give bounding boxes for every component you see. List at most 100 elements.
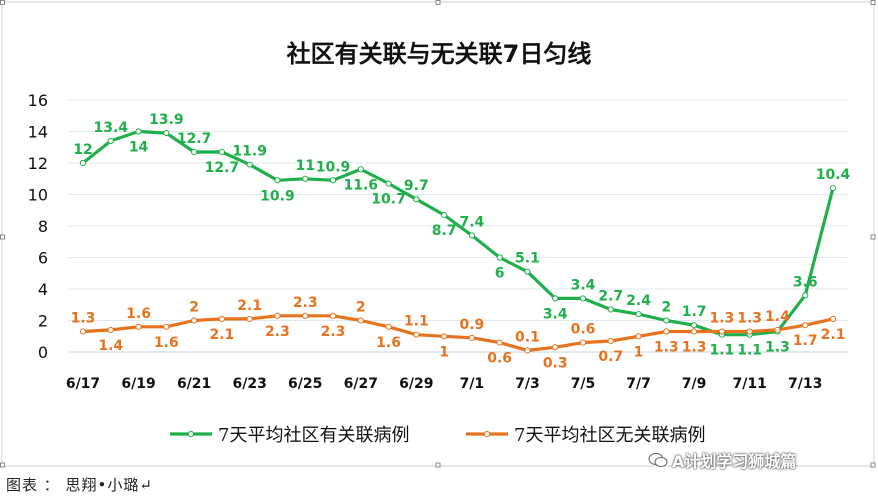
data-label: 10.9 <box>316 159 351 175</box>
data-point <box>246 315 253 323</box>
data-label: 1.7 <box>682 304 707 320</box>
data-label: 11.6 <box>344 177 379 193</box>
data-label: 7.4 <box>459 214 484 230</box>
x-tick-label: 7/11 <box>732 376 766 392</box>
data-point <box>413 331 420 338</box>
data-point <box>441 211 448 219</box>
x-tick-label: 6/23 <box>232 376 266 392</box>
data-point <box>718 328 725 335</box>
wechat-icon <box>648 453 668 467</box>
data-label: 0.6 <box>571 322 596 338</box>
x-tick-label: 6/21 <box>177 376 211 392</box>
data-point <box>413 196 420 203</box>
data-label: 2.3 <box>321 324 346 340</box>
y-tick-label: 12 <box>28 154 48 173</box>
y-tick-label: 14 <box>28 123 48 142</box>
x-tick-label: 6/19 <box>121 376 155 392</box>
data-label: 1.1 <box>404 314 429 330</box>
data-label: 5.1 <box>515 251 540 267</box>
y-tick-label: 8 <box>38 217 48 236</box>
data-point <box>607 337 614 345</box>
data-label: 2.1 <box>821 327 846 343</box>
data-point <box>191 148 198 156</box>
data-label: 2.7 <box>598 288 623 304</box>
y-tick-label: 4 <box>38 280 48 299</box>
data-label: 1.3 <box>682 340 707 356</box>
data-label: 0.9 <box>459 317 484 333</box>
data-label: 10.7 <box>371 191 406 207</box>
data-label: 2 <box>661 300 671 316</box>
data-point <box>829 185 837 192</box>
data-point <box>135 323 142 330</box>
data-label: 0.3 <box>543 355 568 371</box>
data-label: 1 <box>634 344 644 360</box>
x-tick-label: 6/25 <box>288 376 322 392</box>
data-point <box>385 180 392 187</box>
x-tick-label: 7/5 <box>571 376 596 392</box>
data-point <box>524 347 531 354</box>
data-label: 12 <box>73 142 92 158</box>
legend-label: 7天平均社区有关联病例 <box>218 425 409 446</box>
data-label: 1.3 <box>765 340 790 356</box>
x-tick-label: 6/17 <box>66 376 100 392</box>
data-label: 2.3 <box>265 324 290 340</box>
data-label: 1.3 <box>737 311 762 327</box>
chart-caption: 图表 ： 思翔•小璐↵ <box>6 476 153 494</box>
data-label: 2.1 <box>209 327 234 343</box>
data-label: 1.4 <box>98 338 123 354</box>
data-label: 3.6 <box>793 274 818 290</box>
chart-title: 社区有关联与无关联7日匀线 <box>287 40 592 68</box>
data-label: 1.6 <box>376 335 401 351</box>
data-point <box>496 339 503 346</box>
data-point <box>496 254 503 261</box>
data-label: 1.1 <box>737 343 762 359</box>
data-point <box>663 317 670 324</box>
data-point <box>329 312 337 319</box>
data-point <box>635 333 642 340</box>
data-point <box>746 328 753 335</box>
data-point <box>802 322 809 329</box>
data-label: 10.9 <box>260 188 295 204</box>
data-point <box>802 292 809 299</box>
y-tick-label: 10 <box>28 186 48 205</box>
data-label: 1.3 <box>71 311 96 327</box>
data-point <box>79 328 87 335</box>
data-point <box>107 137 114 145</box>
data-point <box>691 322 698 329</box>
watermark-text: A计划学习狮城篇 <box>672 452 797 471</box>
data-label: 3.4 <box>571 277 596 293</box>
x-tick-label: 6/29 <box>399 376 433 392</box>
legend-marker <box>483 430 491 438</box>
data-point <box>357 317 364 324</box>
data-label: 14 <box>129 140 149 156</box>
y-tick-label: 2 <box>38 312 48 331</box>
data-label: 6 <box>495 266 505 282</box>
data-label: 2 <box>356 300 366 316</box>
x-tick-label: 7/7 <box>626 376 651 392</box>
data-point <box>246 161 253 168</box>
data-label: 2 <box>189 300 199 316</box>
data-label: 1.1 <box>709 343 734 359</box>
data-point <box>829 315 837 323</box>
data-point <box>441 333 448 340</box>
data-point <box>302 175 309 182</box>
data-label: 0.7 <box>598 349 623 365</box>
x-tick-label: 6/27 <box>344 376 378 392</box>
y-tick-label: 16 <box>28 91 48 110</box>
data-point <box>191 317 198 324</box>
data-point <box>107 326 114 334</box>
data-label: 10.4 <box>816 167 851 183</box>
data-label: 12.7 <box>205 160 240 176</box>
data-label: 1 <box>439 344 449 360</box>
data-point <box>468 334 475 341</box>
data-point <box>163 323 170 330</box>
data-point <box>274 312 281 319</box>
data-point <box>524 268 531 275</box>
legend-label: 7天平均社区无关联病例 <box>514 425 705 446</box>
data-point <box>385 323 392 330</box>
data-point <box>468 232 475 239</box>
data-label: 11 <box>295 158 314 174</box>
x-tick-label: 7/13 <box>788 376 822 392</box>
